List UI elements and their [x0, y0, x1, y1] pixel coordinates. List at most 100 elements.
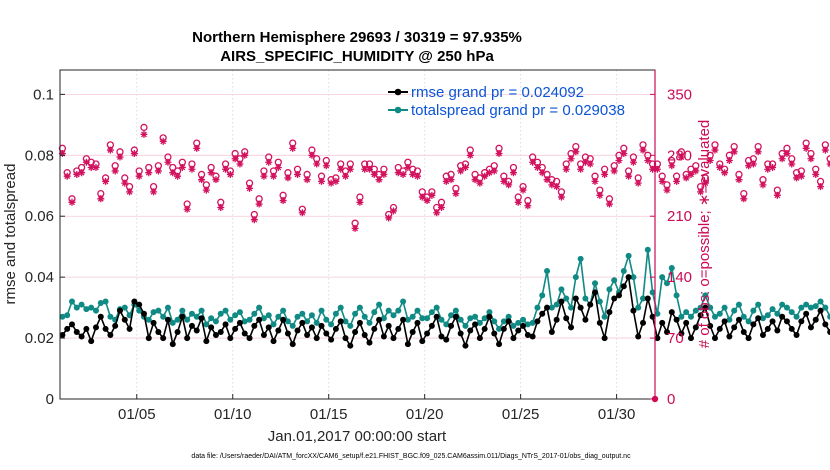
rmse-point: [443, 336, 450, 343]
obs-evaluated-point: [793, 174, 801, 182]
totalspread-point: [452, 307, 459, 314]
obs-evaluated-point: [217, 204, 225, 212]
gridlines: [60, 70, 655, 399]
obs-evaluated-point: [711, 146, 719, 154]
asterisk-mark: [725, 157, 733, 165]
totalspread-point: [78, 301, 85, 308]
asterisk-mark: [236, 160, 244, 168]
asterisk-mark: [413, 172, 421, 180]
totalspread-point: [136, 307, 143, 314]
asterisk-mark: [126, 188, 134, 196]
rmse-point: [472, 321, 479, 328]
obs-evaluated-point: [730, 148, 738, 156]
rmse-point: [659, 319, 666, 326]
totalspread-point: [188, 310, 195, 317]
totalspread-point: [577, 255, 584, 262]
rmse-point: [256, 316, 263, 323]
rmse-point: [376, 316, 383, 323]
rmse-point: [241, 330, 248, 337]
rmse-point: [145, 335, 152, 342]
asterisk-mark: [505, 181, 513, 189]
asterisk-mark: [202, 186, 210, 194]
asterisk-mark: [370, 170, 378, 178]
legend-rmse-label: rmse grand pr = 0.024092: [411, 84, 584, 101]
asterisk-mark: [135, 172, 143, 180]
rmse-point: [500, 325, 507, 332]
asterisk-mark: [735, 176, 743, 184]
obs-evaluated-point: [418, 193, 426, 201]
asterisk-mark: [519, 186, 527, 194]
asterisk-mark: [586, 160, 594, 168]
obs-evaluated-point: [577, 165, 585, 173]
rmse-point: [807, 324, 814, 331]
rmse-point: [625, 274, 632, 281]
asterisk-mark: [102, 177, 110, 185]
asterisk-mark: [318, 177, 326, 185]
y-left-tick-label: 0.06: [25, 208, 54, 225]
obs-evaluated-point: [735, 176, 743, 184]
totalspread-point: [625, 252, 632, 259]
rmse-point: [678, 330, 685, 337]
rmse-point: [260, 332, 267, 339]
obs-evaluated-point: [812, 170, 820, 178]
obs-evaluated-point: [102, 177, 110, 185]
obs-evaluated-point: [164, 158, 172, 166]
asterisk-mark: [817, 183, 825, 191]
obs-evaluated-point: [318, 177, 326, 185]
rmse-point: [289, 341, 296, 348]
rmse-point: [424, 330, 431, 337]
obs-evaluated-point: [706, 157, 714, 165]
obs-evaluated-point: [154, 167, 162, 175]
obs-evaluated-point: [159, 137, 167, 145]
totalspread-point: [582, 295, 589, 302]
rmse-point: [515, 327, 522, 334]
asterisk-mark: [797, 172, 805, 180]
obs-evaluated-point: [231, 155, 239, 163]
obs-evaluated-point: [701, 179, 709, 187]
rmse-point: [721, 318, 728, 325]
y-left-tick-label: 0: [46, 391, 54, 408]
obs-evaluated-point: [620, 150, 628, 158]
asterisk-mark: [514, 198, 522, 206]
x-tick-label: 01/20: [406, 406, 444, 423]
rmse-point: [83, 325, 90, 332]
obs-evaluated-point: [423, 197, 431, 205]
obs-evaluated-point: [797, 172, 805, 180]
asterisk-mark: [78, 169, 86, 177]
rmse-point: [68, 321, 75, 328]
totalspread-point: [83, 306, 90, 313]
asterisk-mark: [404, 163, 412, 171]
asterisk-mark: [644, 157, 652, 165]
obs-evaluated-point: [409, 170, 417, 178]
obs-evaluated-point: [500, 177, 508, 185]
totalspread-point: [356, 304, 363, 311]
obs-evaluated-point: [226, 170, 234, 178]
rmse-point: [697, 312, 704, 319]
asterisk-mark: [366, 165, 373, 173]
rmse-point: [673, 316, 680, 323]
totalspread-point: [217, 310, 224, 317]
totalspread-point: [553, 301, 560, 308]
asterisk-mark: [159, 137, 167, 145]
obs-evaluated-point: [553, 183, 561, 191]
asterisk-mark: [634, 179, 642, 187]
obs-evaluated-point: [581, 158, 589, 166]
obs-evaluated-point: [476, 179, 484, 187]
asterisk-mark: [754, 148, 762, 156]
x-axis-label: Jan.01,2017 00:00:00 start: [268, 428, 447, 445]
obs-evaluated-point: [183, 205, 191, 213]
asterisk-mark: [625, 172, 633, 180]
totalspread-point: [620, 268, 627, 275]
obs-evaluated-point: [466, 151, 474, 159]
asterisk-mark: [476, 179, 484, 187]
rmse-point: [640, 319, 647, 326]
rmse-point: [476, 335, 483, 342]
asterisk-mark: [538, 169, 546, 177]
obs-evaluated-point: [188, 165, 196, 173]
asterisk-mark: [591, 177, 599, 185]
rmse-point: [750, 321, 757, 328]
obs-evaluated-point: [562, 165, 570, 173]
obs-evaluated-point: [505, 181, 513, 189]
asterisk-mark: [97, 195, 105, 203]
